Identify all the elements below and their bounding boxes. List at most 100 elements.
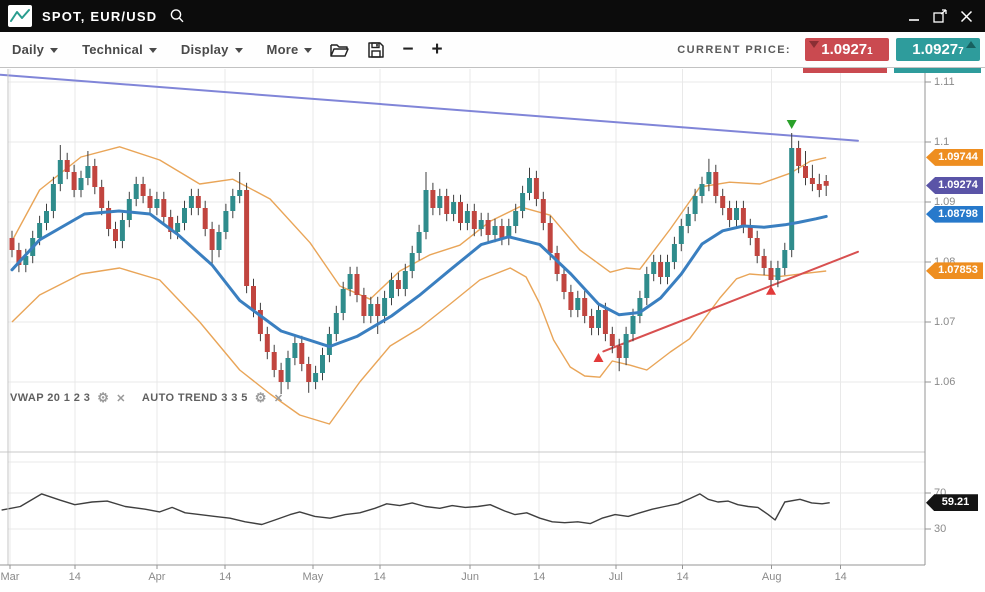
candle-body	[57, 160, 63, 184]
bid-price-box[interactable]: 1.09271	[805, 38, 889, 61]
candle-body	[513, 211, 519, 226]
more-menu[interactable]: More	[267, 42, 313, 57]
candle-body	[140, 184, 146, 196]
signal-triangle-down-icon	[786, 120, 797, 129]
candle-body	[809, 178, 815, 184]
arrow-up-icon	[966, 41, 976, 48]
candle-body	[458, 202, 463, 223]
candle-body	[230, 196, 236, 211]
candle-body	[671, 244, 677, 262]
candle-body	[575, 298, 581, 310]
folder-open-icon[interactable]	[330, 42, 350, 58]
candle-body	[85, 166, 91, 178]
candle-body	[478, 220, 484, 229]
zoom-in-button[interactable]: +	[431, 39, 443, 60]
current-price-label: CURRENT PRICE:	[677, 43, 791, 56]
zoom-out-button[interactable]: −	[402, 39, 414, 60]
autotrend-settings-gear-icon[interactable]: ⚙	[254, 390, 267, 405]
candle-body	[64, 160, 70, 172]
ask-price-value: 1.0927	[912, 41, 959, 58]
candle-body	[637, 298, 643, 316]
app-logo-chart-icon	[8, 5, 32, 27]
candle-body	[299, 343, 305, 364]
candle-body	[354, 274, 360, 295]
candle-body	[278, 370, 284, 382]
search-icon[interactable]	[169, 8, 185, 24]
minimize-button[interactable]	[901, 0, 927, 32]
candle-body	[9, 238, 15, 250]
indicator-legend: VWAP 20 1 2 3 ⚙ ✕ AUTO TREND 3 3 5 ⚙ ✕	[10, 390, 283, 406]
candle-body	[99, 187, 105, 208]
candle-body	[285, 358, 291, 382]
ask-price-pip: 7	[958, 46, 964, 57]
candle-body	[340, 289, 346, 313]
candle-body	[547, 223, 553, 253]
candle-body	[740, 208, 746, 226]
candle-body	[368, 304, 374, 316]
candle-body	[402, 271, 408, 289]
candle-body	[796, 148, 802, 166]
candle-body	[209, 229, 215, 250]
close-icon[interactable]	[953, 0, 979, 32]
candle-body	[389, 280, 394, 298]
candle-body	[713, 172, 719, 196]
candle-body	[182, 208, 187, 223]
popout-button[interactable]	[927, 0, 953, 32]
chevron-down-icon	[50, 47, 59, 53]
ask-price-box-clipped[interactable]	[894, 66, 981, 73]
candle-body	[754, 238, 760, 256]
chevron-down-icon	[304, 47, 313, 53]
candle-body	[320, 355, 325, 373]
candle-body	[154, 199, 160, 208]
candle-body	[71, 172, 77, 190]
candle-body	[264, 334, 270, 352]
candle-body	[257, 310, 263, 334]
display-menu[interactable]: Display	[181, 42, 243, 57]
candle-body	[485, 220, 491, 235]
candle-body	[665, 262, 670, 277]
candle-body	[699, 184, 705, 196]
candle-body	[602, 310, 608, 334]
candle-body	[216, 232, 222, 250]
timeframe-menu[interactable]: Daily	[12, 42, 59, 57]
arrow-down-icon	[809, 41, 819, 48]
chevron-down-icon	[234, 47, 243, 53]
candle-body	[706, 172, 712, 184]
candle-body	[347, 274, 353, 289]
technical-menu[interactable]: Technical	[82, 42, 157, 57]
candle-body	[561, 274, 567, 292]
candle-body	[16, 250, 22, 265]
candle-body	[554, 253, 560, 274]
candle-body	[803, 166, 808, 178]
chevron-down-icon	[148, 47, 157, 53]
display-menu-label: Display	[180, 42, 229, 57]
candle-body	[50, 184, 56, 211]
candle-body	[375, 304, 381, 316]
candle-body	[816, 184, 822, 190]
candle-body	[720, 196, 726, 208]
bid-price-box-clipped[interactable]	[803, 66, 887, 73]
save-floppy-icon[interactable]	[368, 41, 385, 58]
candle-body	[271, 352, 277, 370]
candle-body	[685, 214, 691, 226]
timeframe-menu-label: Daily	[12, 42, 45, 57]
candle-body	[823, 181, 829, 186]
candle-body	[630, 316, 636, 334]
candle-body	[202, 208, 208, 229]
vwap-remove-icon[interactable]: ✕	[116, 392, 126, 405]
candle-body	[382, 298, 388, 316]
autotrend-remove-icon[interactable]: ✕	[273, 392, 284, 405]
window-title: SPOT, EUR/USD	[42, 8, 158, 24]
candle-body	[168, 217, 174, 232]
ask-price-box[interactable]: 1.09277	[896, 38, 980, 61]
candle-body	[44, 211, 49, 223]
candle-body	[361, 295, 367, 316]
oscillator-line	[1, 493, 830, 526]
trendline-support	[602, 250, 859, 353]
candle-body	[623, 334, 629, 358]
vwap-settings-gear-icon[interactable]: ⚙	[97, 390, 110, 405]
bid-price-pip: 1	[867, 46, 873, 57]
candle-body	[92, 166, 98, 187]
